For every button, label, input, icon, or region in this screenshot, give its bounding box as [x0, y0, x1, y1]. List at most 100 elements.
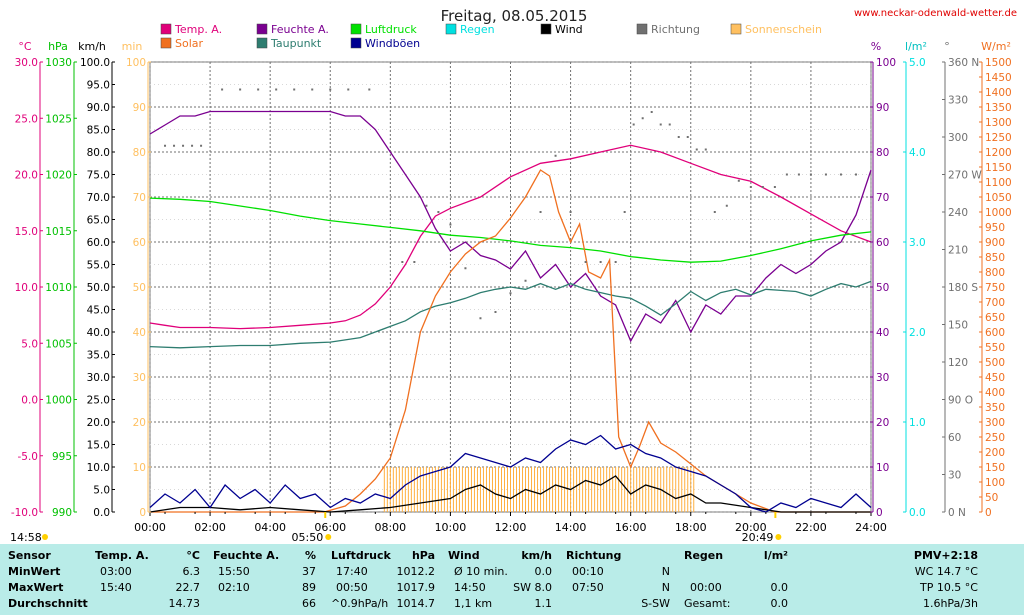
stats-min-press-time: 17:40: [336, 565, 368, 578]
axis-tick-label-solar: 400: [985, 387, 1005, 399]
series-line-luftdruck: [149, 197, 872, 263]
x-tick-label: 04:00: [254, 521, 286, 534]
direction-point: [569, 211, 572, 213]
axis-tick-label-sunshine: 70: [133, 192, 146, 204]
x-tick-label: 06:00: [314, 521, 346, 534]
direction-point: [614, 261, 617, 263]
axis-tick-label-sunshine: 60: [133, 237, 146, 249]
axis-tick-label-wind: 20.0: [87, 417, 110, 429]
stats-avg-extra: 1.6hPa/3h: [922, 597, 978, 610]
axis-tick-label-solar: 1450: [985, 72, 1012, 84]
stats-min-extra: WC 14.7 °C: [914, 565, 978, 578]
direction-point: [347, 88, 350, 91]
axis-tick-label-direction: 210: [948, 245, 968, 257]
legend-label: Luftdruck: [365, 23, 417, 36]
axis-tick-label-sunshine: 40: [133, 327, 146, 339]
axis-tick-label-rain: 5.0: [909, 57, 926, 69]
direction-point: [275, 88, 278, 91]
stats-max-dir-val: N: [661, 581, 670, 594]
stats-max-rain-val: 0.0: [770, 581, 789, 594]
axis-tick-label-pressure: 1010: [45, 282, 72, 294]
axis-tick-label-solar: 250: [985, 432, 1005, 444]
axis-tick-label-direction: 180 S: [948, 282, 978, 294]
direction-point: [164, 144, 167, 147]
legend-swatch: [730, 23, 742, 35]
axis-tick-label-direction: 90 O: [948, 395, 973, 407]
axis-tick-label-pressure: 995: [52, 451, 72, 463]
axis-tick-label-wind: 45.0: [87, 305, 110, 317]
stats-min-hum-val: 37: [302, 565, 316, 578]
axis-tick-label-temp: 0.0: [21, 395, 38, 407]
axis-tick-label-solar: 200: [985, 447, 1005, 459]
axis-tick-label-temp: 15.0: [15, 226, 38, 238]
axis-tick-label-wind: 100.0: [80, 57, 110, 69]
stats-avg-wind-dist: 1,1 km: [454, 597, 493, 610]
axis-tick-label-solar: 750: [985, 282, 1005, 294]
direction-point: [221, 88, 224, 91]
statistics-table: Sensor Temp. A. °C Feuchte A. % Luftdruc…: [0, 544, 1024, 615]
x-tick-label: 22:00: [795, 521, 827, 534]
legend-label: Wind: [555, 23, 583, 36]
axis-tick-label-direction: 300: [948, 132, 968, 144]
stats-max-temp-val: 22.7: [175, 581, 201, 594]
axis-tick-label-direction: 270 W: [948, 170, 982, 182]
axis-tick-label-solar: 600: [985, 327, 1005, 339]
legend-label: Sonnenschein: [745, 23, 822, 36]
legend-swatch: [350, 37, 362, 49]
direction-point: [182, 144, 185, 147]
axis-tick-label-temp: 25.0: [15, 113, 38, 125]
stats-header-hum: Feuchte A.: [213, 549, 280, 562]
unit-label-temp: °C: [18, 40, 32, 53]
direction-point: [389, 423, 392, 426]
direction-point: [449, 223, 452, 226]
weather-chart: Freitag, 08.05.2015 www.neckar-odenwald-…: [10, 7, 1017, 544]
stats-avg-press-val: 1014.7: [396, 597, 436, 610]
direction-point: [584, 261, 587, 263]
axis-tick-label-solar: 300: [985, 417, 1005, 429]
stats-avg-wind-val: 1.1: [534, 597, 553, 610]
stats-min-press-val: 1012.2: [396, 565, 436, 578]
site-url[interactable]: www.neckar-odenwald-wetter.de: [854, 8, 1017, 19]
direction-point: [599, 261, 602, 263]
axis-tick-label-sunshine: 0: [139, 507, 146, 519]
direction-point: [293, 88, 296, 91]
direction-point: [773, 186, 776, 188]
axis-tick-label-solar: 100: [985, 477, 1005, 489]
stats-max-rain-time: 00:00: [690, 581, 722, 594]
direction-point: [704, 148, 707, 151]
direction-point: [368, 88, 371, 91]
unit-label-humidity: %: [871, 40, 881, 53]
axis-tick-label-wind: 5.0: [93, 485, 110, 497]
stats-min-dir-time: 00:10: [572, 565, 604, 578]
stats-avg-dir-val: S-SW: [641, 597, 670, 610]
direction-point: [713, 211, 716, 213]
series-line-windb-en: [149, 434, 872, 513]
axis-tick-label-pressure: 1015: [45, 226, 72, 238]
stats-avg-rain-label: Gesamt:: [684, 597, 731, 610]
direction-point: [200, 144, 203, 147]
x-tick-label: 00:00: [134, 521, 166, 534]
axis-tick-label-humidity: 50: [876, 282, 889, 294]
legend-label: Taupunkt: [270, 37, 322, 50]
axis-tick-label-wind: 30.0: [87, 372, 110, 384]
stats-avg-press-trend: ^0.9hPa/h: [331, 597, 389, 610]
direction-point: [659, 123, 662, 126]
direction-point: [761, 186, 764, 188]
stats-header-dir: Richtung: [566, 549, 622, 562]
unit-label-rain: l/m²: [905, 40, 927, 53]
axis-tick-label-solar: 450: [985, 372, 1005, 384]
axis-tick-label-wind: 65.0: [87, 215, 110, 227]
axis-tick-label-wind: 80.0: [87, 147, 110, 159]
axis-tick-label-wind: 0.0: [93, 507, 110, 519]
plot-area: [149, 61, 872, 513]
stats-header-press: Luftdruck: [331, 549, 391, 562]
stats-max-extra: TP 10.5 °C: [919, 581, 978, 594]
direction-point: [650, 111, 653, 113]
stats-max-wind-time: 14:50: [454, 581, 486, 594]
axis-tick-label-humidity: 30: [876, 372, 889, 384]
chart-title: Freitag, 08.05.2015: [441, 7, 588, 25]
stats-max-wind-val: SW 8.0: [513, 581, 552, 594]
axis-tick-label-solar: 1350: [985, 102, 1012, 114]
series-line-temp-a-: [149, 144, 872, 330]
axis-tick-label-rain: 2.0: [909, 327, 926, 339]
